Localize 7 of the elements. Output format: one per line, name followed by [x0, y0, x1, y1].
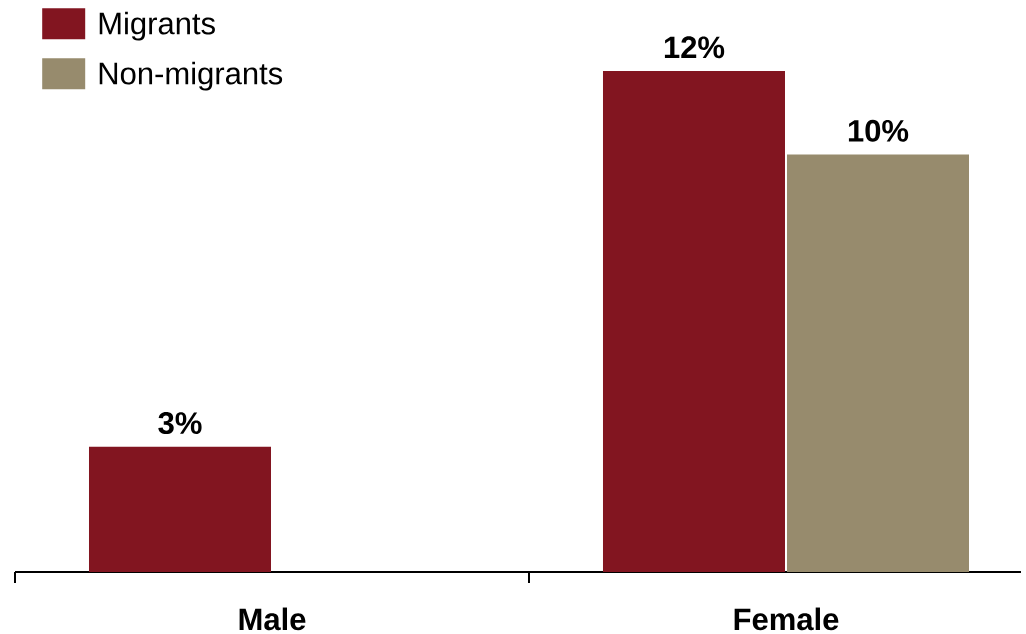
x-tick-label: Male	[239, 607, 306, 631]
legend-label: Migrants	[99, 11, 215, 41]
x-tick-label: Female	[734, 607, 839, 631]
data-label: 12%	[664, 36, 725, 59]
legend-label: Non-migrants	[99, 61, 283, 91]
data-label: 10%	[848, 119, 909, 142]
data-label: 3%	[158, 412, 202, 435]
